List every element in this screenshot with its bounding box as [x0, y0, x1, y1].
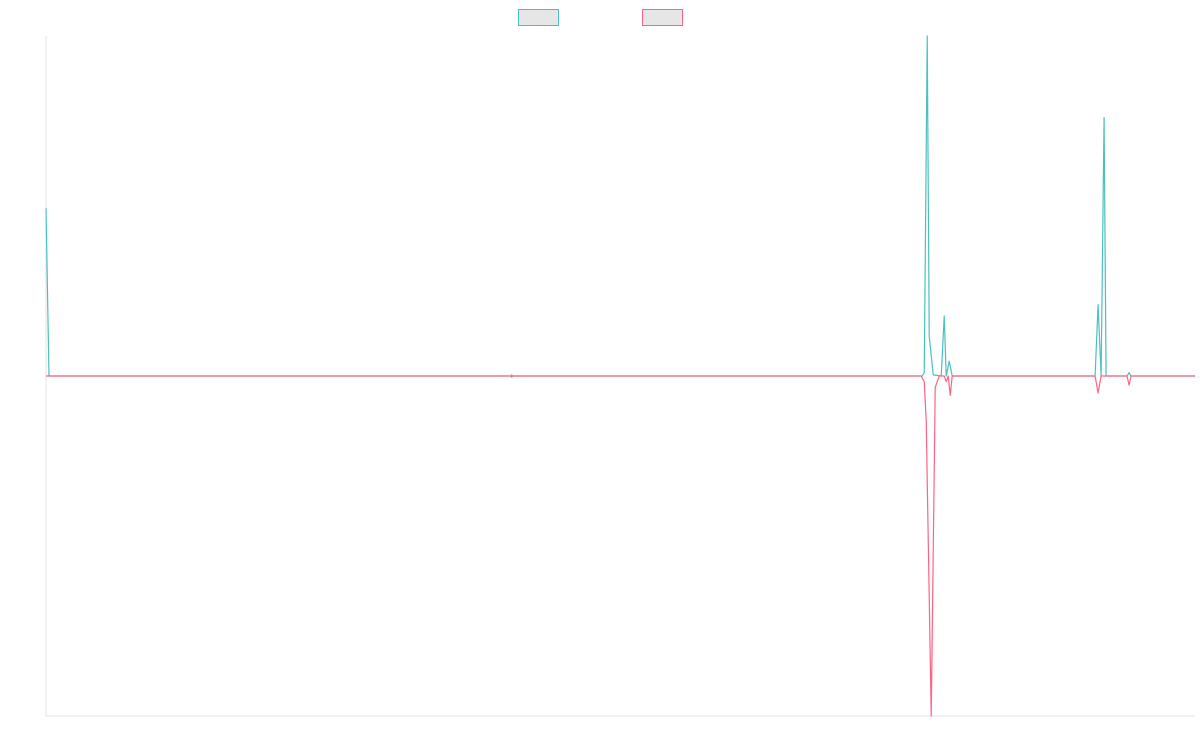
legend [518, 9, 683, 26]
series-layer [45, 35, 1195, 717]
series-line-2 [46, 375, 1195, 717]
legend-swatch-1[interactable] [518, 9, 559, 26]
series-line-1 [45, 35, 1195, 377]
legend-swatch-2[interactable] [642, 9, 683, 26]
